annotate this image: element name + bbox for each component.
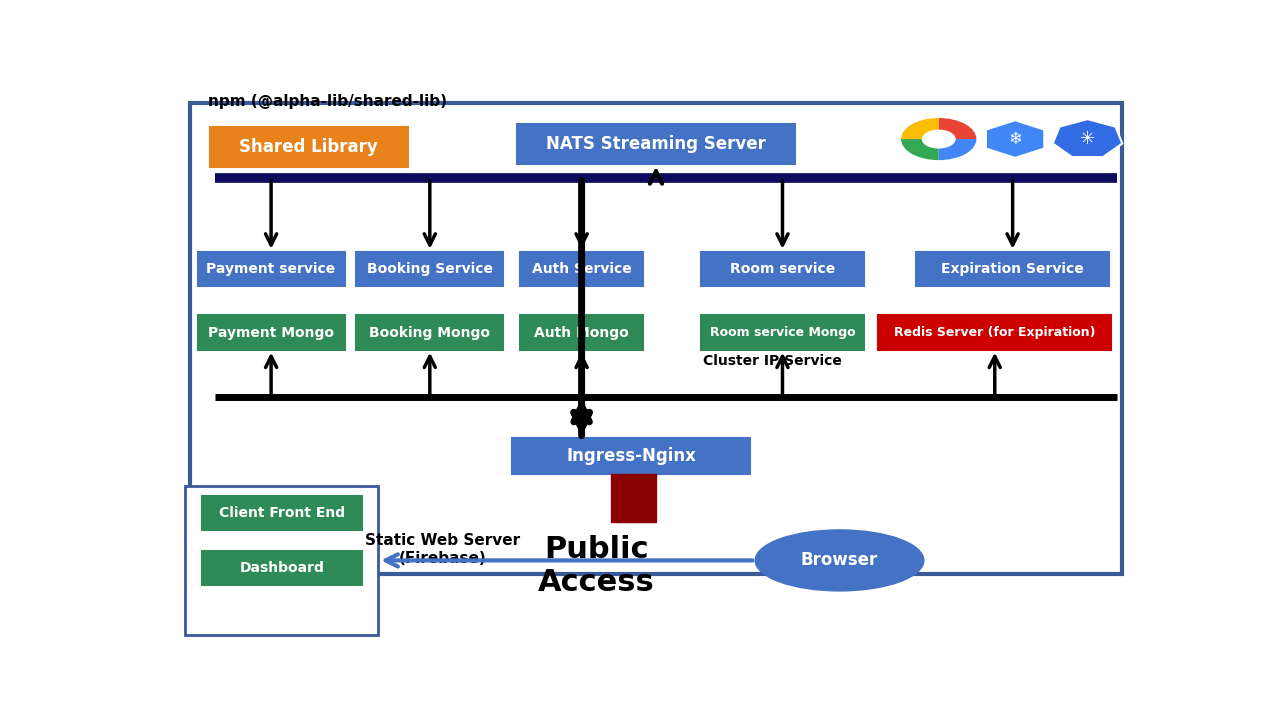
FancyBboxPatch shape	[197, 315, 344, 350]
Text: Cluster IP Service: Cluster IP Service	[703, 354, 841, 368]
Text: Booking Service: Booking Service	[367, 262, 493, 276]
Text: Client Front End: Client Front End	[219, 505, 346, 520]
Text: npm (@alpha-lib/shared-lib): npm (@alpha-lib/shared-lib)	[207, 94, 447, 109]
Text: Redis Server (for Expiration): Redis Server (for Expiration)	[893, 326, 1096, 339]
FancyBboxPatch shape	[878, 315, 1111, 350]
Text: Room service: Room service	[730, 262, 835, 276]
FancyBboxPatch shape	[202, 551, 362, 585]
FancyBboxPatch shape	[202, 495, 362, 530]
Text: Static Web Server
(Firebase): Static Web Server (Firebase)	[365, 533, 520, 565]
Text: Payment Mongo: Payment Mongo	[209, 325, 334, 340]
FancyBboxPatch shape	[517, 124, 795, 164]
Text: Public
Access: Public Access	[538, 535, 655, 598]
Text: NATS Streaming Server: NATS Streaming Server	[547, 135, 765, 153]
Circle shape	[922, 130, 956, 148]
FancyBboxPatch shape	[512, 438, 750, 474]
Text: Expiration Service: Expiration Service	[941, 262, 1084, 276]
Text: Auth Mongo: Auth Mongo	[534, 325, 628, 340]
FancyBboxPatch shape	[356, 251, 503, 286]
FancyBboxPatch shape	[189, 103, 1123, 575]
Wedge shape	[938, 118, 977, 139]
Text: Shared Library: Shared Library	[239, 138, 378, 156]
Text: ✳: ✳	[1080, 130, 1096, 148]
Text: Browser: Browser	[801, 552, 878, 570]
Wedge shape	[901, 139, 938, 160]
Text: Ingress-Nginx: Ingress-Nginx	[566, 447, 696, 465]
Wedge shape	[901, 118, 938, 139]
FancyBboxPatch shape	[356, 315, 503, 350]
Text: Auth Service: Auth Service	[531, 262, 631, 276]
Text: Booking Mongo: Booking Mongo	[370, 325, 490, 340]
FancyBboxPatch shape	[700, 251, 864, 286]
Text: ❄: ❄	[1009, 130, 1021, 148]
FancyBboxPatch shape	[700, 315, 864, 350]
FancyBboxPatch shape	[520, 315, 643, 350]
Text: Dashboard: Dashboard	[239, 561, 324, 575]
FancyBboxPatch shape	[916, 251, 1110, 286]
FancyBboxPatch shape	[612, 474, 657, 521]
Text: Room service Mongo: Room service Mongo	[709, 326, 855, 339]
FancyBboxPatch shape	[184, 485, 379, 635]
FancyBboxPatch shape	[520, 251, 643, 286]
FancyBboxPatch shape	[210, 127, 408, 167]
Wedge shape	[938, 139, 977, 160]
Ellipse shape	[755, 530, 924, 591]
FancyBboxPatch shape	[197, 251, 344, 286]
Text: Payment service: Payment service	[206, 262, 335, 276]
